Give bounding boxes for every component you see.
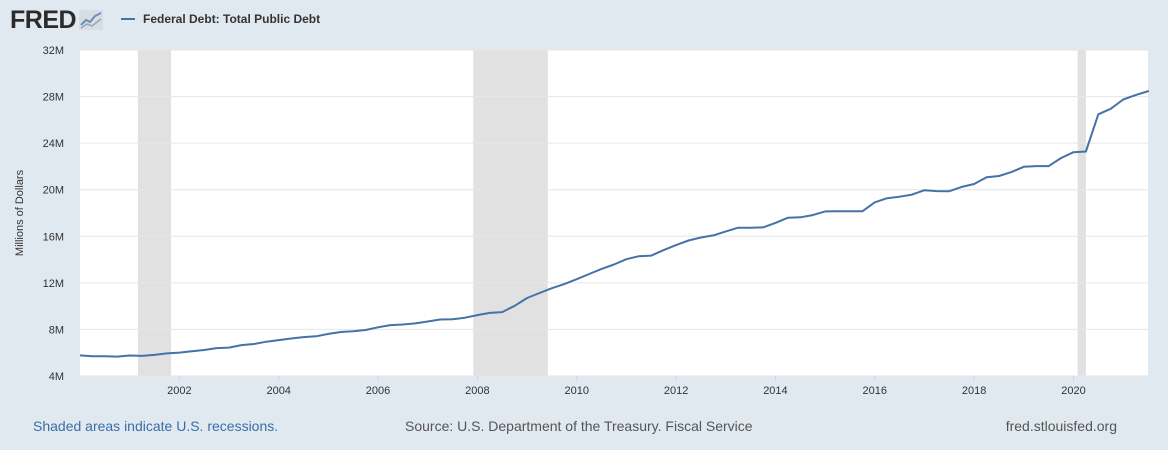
y-tick-label: 28M	[43, 92, 64, 104]
x-tick-label: 2018	[962, 385, 986, 397]
x-axis-ticks: 2002 2004 2006 2008 2010 2012 2014 2016 2018 2020	[167, 376, 1086, 397]
y-tick-label: 4M	[49, 371, 64, 383]
x-tick-label: 2006	[366, 385, 390, 397]
x-tick-label: 2010	[565, 385, 589, 397]
recession-band-3	[1077, 50, 1086, 376]
x-tick-label: 2002	[167, 385, 191, 397]
x-tick-label: 2020	[1061, 385, 1085, 397]
legend-swatch	[121, 18, 135, 20]
x-tick-label: 2004	[266, 385, 290, 397]
fred-logo-text: FRED	[10, 6, 77, 34]
fred-logo[interactable]: FRED	[10, 6, 104, 34]
grid-lines	[80, 49, 1148, 377]
y-tick-label: 12M	[43, 278, 64, 290]
y-tick-label: 16M	[43, 231, 64, 243]
x-tick-label: 2008	[465, 385, 489, 397]
y-axis-label: Millions of Dollars	[14, 169, 26, 256]
y-axis-ticks: 4M 8M 12M 16M 20M 24M 28M 32M	[43, 45, 64, 383]
chart-legend[interactable]: Federal Debt: Total Public Debt	[121, 10, 320, 28]
source-note: Source: U.S. Department of the Treasury.…	[405, 418, 753, 434]
legend-label: Federal Debt: Total Public Debt	[143, 12, 321, 26]
y-tick-label: 32M	[43, 45, 64, 57]
trend-line-icon	[79, 10, 104, 30]
y-tick-label: 8M	[49, 324, 64, 336]
site-link[interactable]: fred.stlouisfed.org	[1005, 418, 1117, 434]
recession-shading	[137, 50, 1086, 376]
x-tick-label: 2012	[664, 385, 688, 397]
recession-band-2	[473, 50, 548, 376]
x-tick-label: 2016	[863, 385, 887, 397]
y-tick-label: 24M	[43, 138, 64, 150]
x-tick-label: 2014	[763, 385, 787, 397]
plot-area	[80, 50, 1148, 376]
series-lines	[79, 90, 1149, 358]
series-line-1	[79, 90, 1149, 358]
y-tick-label: 20M	[43, 185, 64, 197]
chart-header: FRED Federal Debt: Total Public Debt	[0, 0, 1168, 40]
recessions-note[interactable]: Shaded areas indicate U.S. recessions.	[33, 418, 279, 434]
recession-band-1	[137, 50, 172, 376]
